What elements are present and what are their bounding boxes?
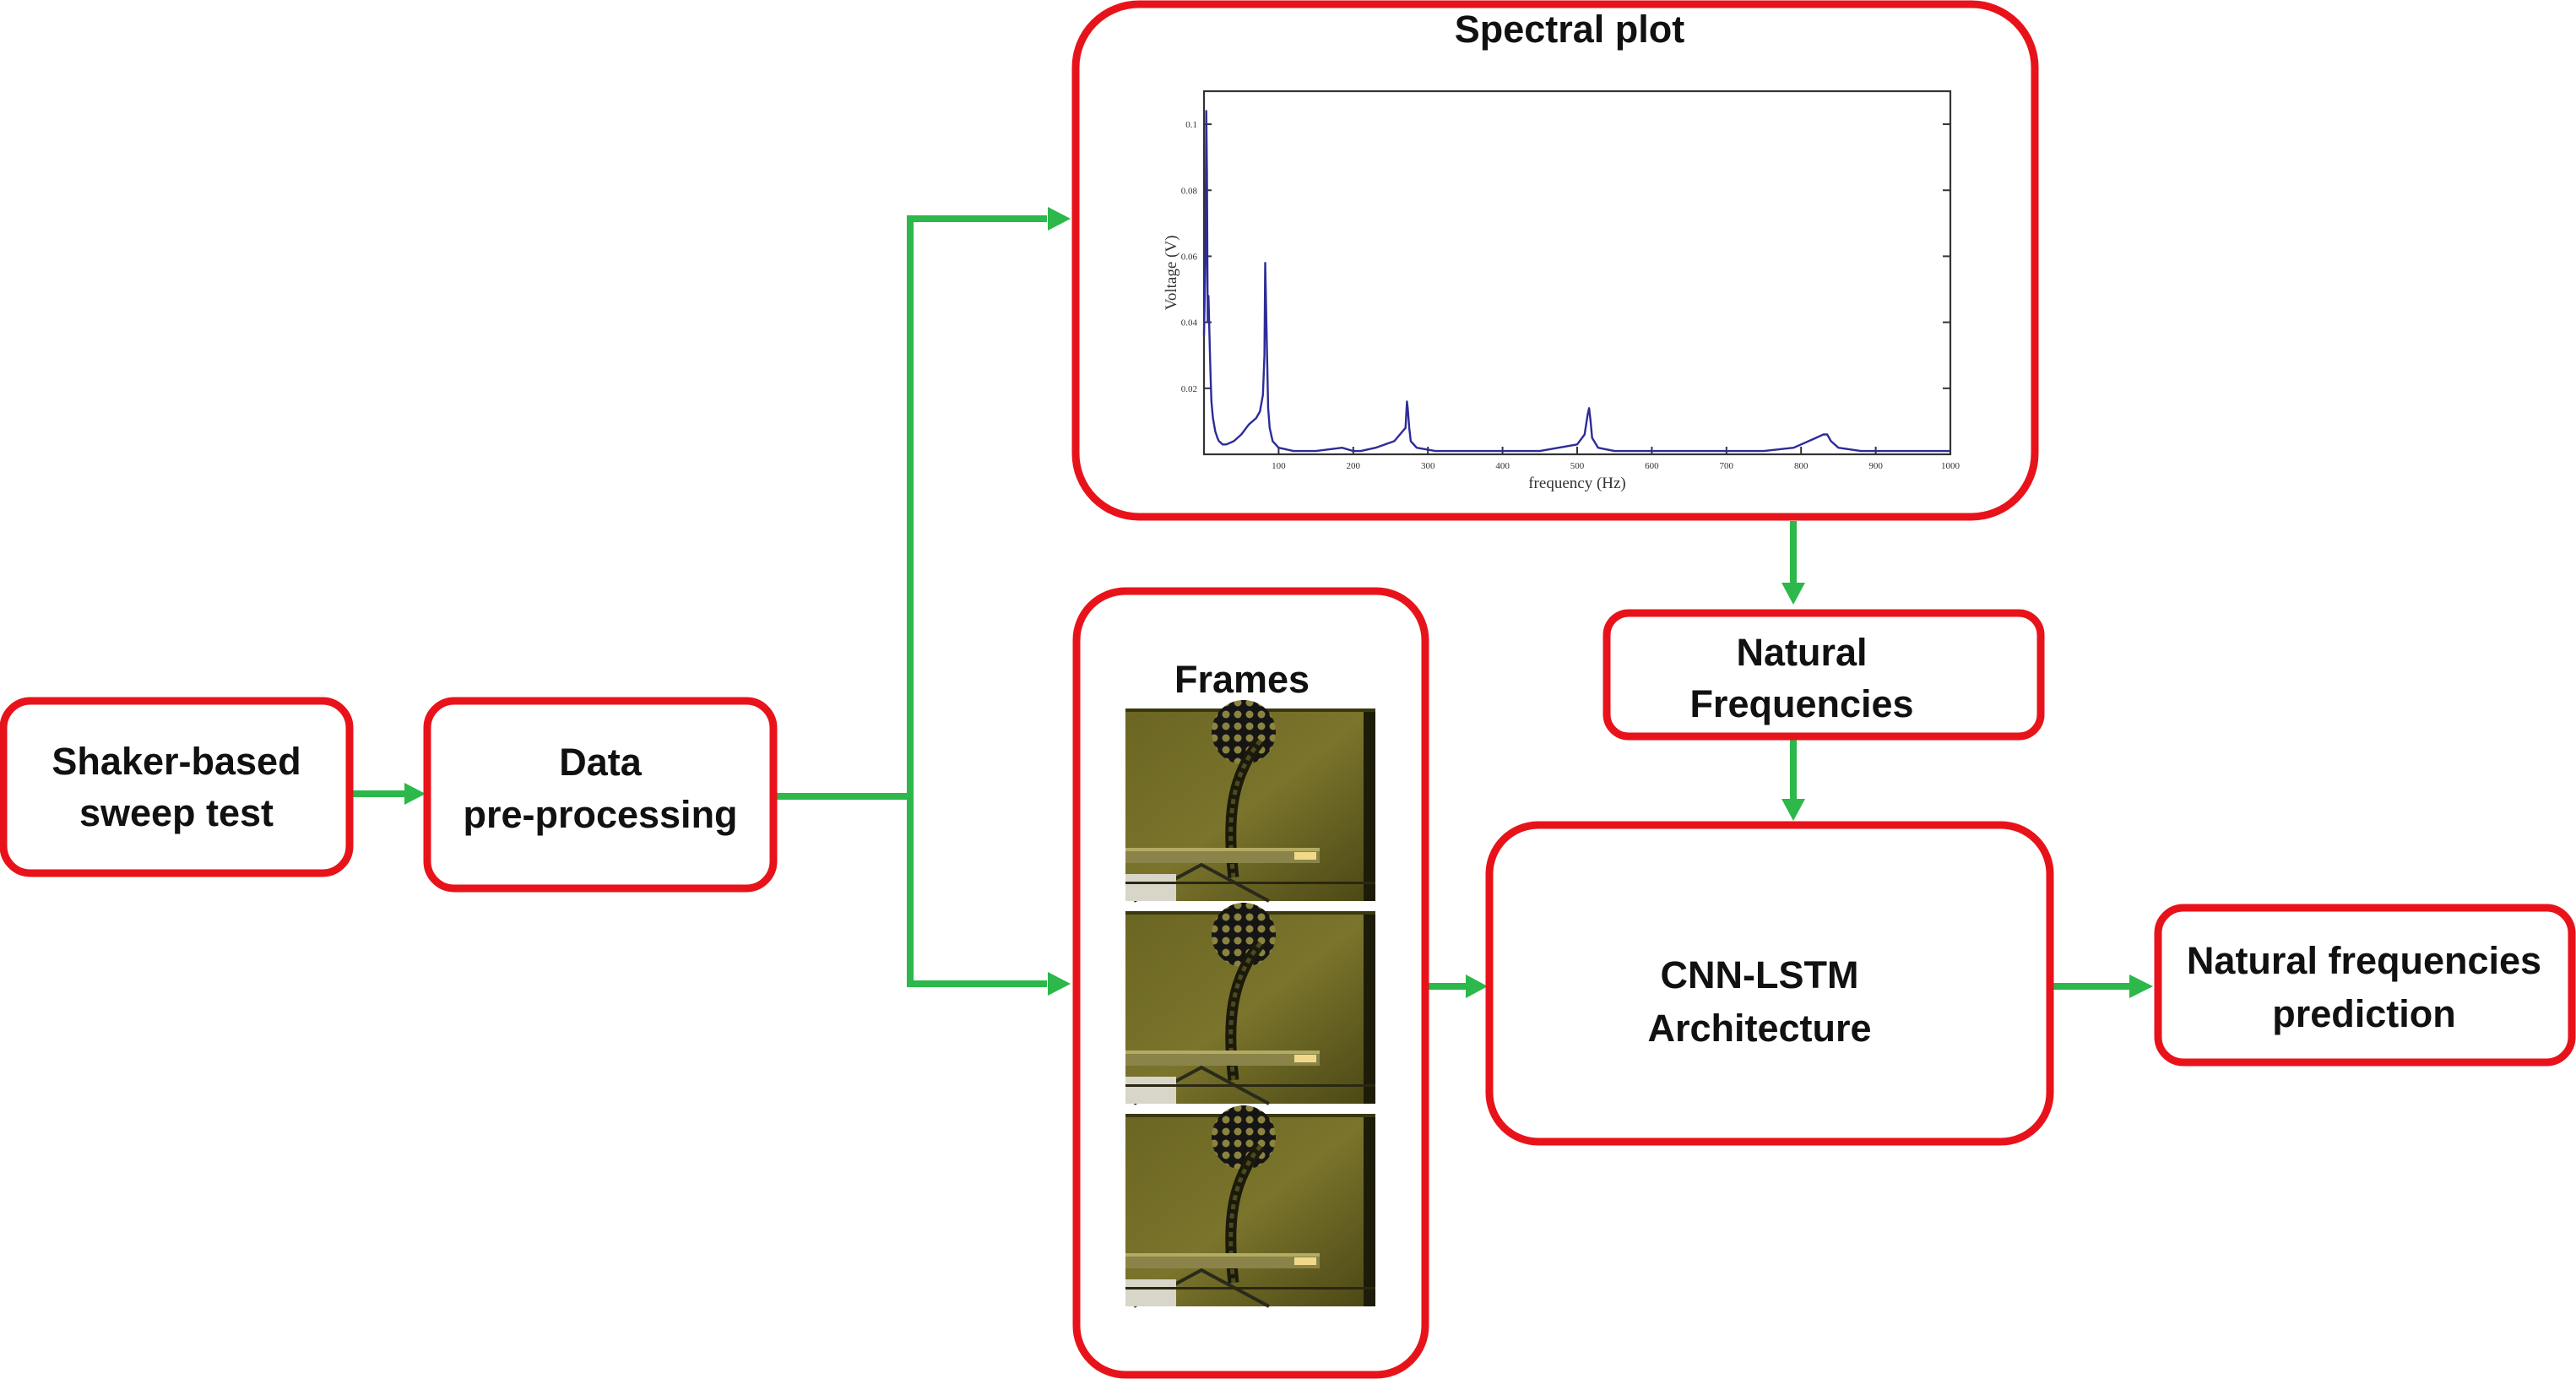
arrowhead-icon (2129, 975, 2153, 998)
x-tick-label: 500 (1570, 461, 1585, 471)
x-tick-label: 800 (1794, 461, 1809, 471)
node-frames: Frames (1072, 587, 1429, 1379)
y-ticks: 0.02 0.04 0.06 0.08 0.1 (1181, 120, 1950, 394)
y-tick-label: 0.06 (1181, 252, 1198, 262)
arrowhead-icon (1782, 799, 1805, 821)
node-natural-frequencies: Natural Frequencies (1603, 609, 2045, 741)
node-label-line-1: Natural frequencies (2187, 939, 2541, 982)
spectral-plot-title: Spectral plot (1455, 8, 1685, 51)
x-tick-label: 100 (1272, 461, 1286, 471)
node-box (1485, 821, 2054, 1146)
y-tick-label: 0.04 (1181, 318, 1198, 328)
node-box (0, 697, 354, 877)
node-box (423, 697, 778, 893)
node-box (1603, 609, 2045, 741)
y-tick-label: 0.02 (1181, 384, 1197, 394)
arrowhead-icon (1466, 975, 1488, 998)
node-cnn-lstm-architecture: CNN-LSTM Architecture (1485, 821, 2054, 1146)
arrowhead-icon (1048, 207, 1071, 231)
node-label-line-2: pre-processing (463, 793, 737, 836)
video-frame-3 (1125, 1105, 1375, 1306)
node-shaker-sweep-test: Shaker-based sweep test (0, 697, 354, 877)
node-label-line-2: sweep test (79, 791, 274, 834)
x-axis-label: frequency (Hz) (1528, 475, 1626, 492)
node-data-preprocessing: Data pre-processing (423, 697, 778, 893)
video-frame-1 (1125, 700, 1375, 901)
x-tick-label: 600 (1645, 461, 1659, 471)
y-axis-label: Voltage (V) (1163, 236, 1180, 311)
y-tick-label: 0.08 (1181, 186, 1198, 196)
node-label-line-2: Frequencies (1689, 682, 1913, 725)
arrowhead-icon (1048, 972, 1071, 996)
connectors (350, 207, 2153, 998)
node-label-line-1: CNN-LSTM (1661, 953, 1859, 996)
frames-title: Frames (1174, 658, 1310, 701)
node-box (1071, 0, 2039, 521)
node-label-line-2: Architecture (1647, 1007, 1871, 1050)
node-box (2154, 904, 2576, 1067)
node-label-line-1: Data (559, 741, 643, 784)
video-frame-2 (1125, 903, 1375, 1104)
node-label-line-1: Shaker-based (52, 740, 301, 783)
arrowhead-icon (404, 783, 426, 805)
spectral-chart: 100 200 300 400 500 600 700 800 900 1000 0.02 0.04… (1163, 90, 1960, 492)
y-tick-label: 0.1 (1185, 120, 1197, 130)
spectrum-line (1202, 110, 1950, 453)
x-tick-label: 300 (1421, 461, 1435, 471)
x-tick-label: 200 (1347, 461, 1361, 471)
x-tick-label: 700 (1720, 461, 1734, 471)
node-label-line-1: Natural (1736, 631, 1867, 674)
x-tick-label: 900 (1868, 461, 1883, 471)
node-spectral-plot: Spectral plot 100 200 300 400 500 600 700 800 90… (1071, 0, 2039, 521)
node-natural-frequencies-prediction: Natural frequencies prediction (2154, 904, 2576, 1067)
arrowhead-icon (1782, 583, 1805, 605)
x-ticks: 100 200 300 400 500 600 700 800 900 1000 (1272, 447, 1960, 471)
node-label-line-2: prediction (2272, 992, 2456, 1035)
x-tick-label: 400 (1495, 461, 1510, 471)
x-tick-label: 1000 (1941, 461, 1960, 471)
